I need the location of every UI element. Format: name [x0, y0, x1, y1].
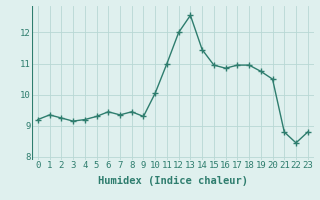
X-axis label: Humidex (Indice chaleur): Humidex (Indice chaleur) — [98, 176, 248, 186]
